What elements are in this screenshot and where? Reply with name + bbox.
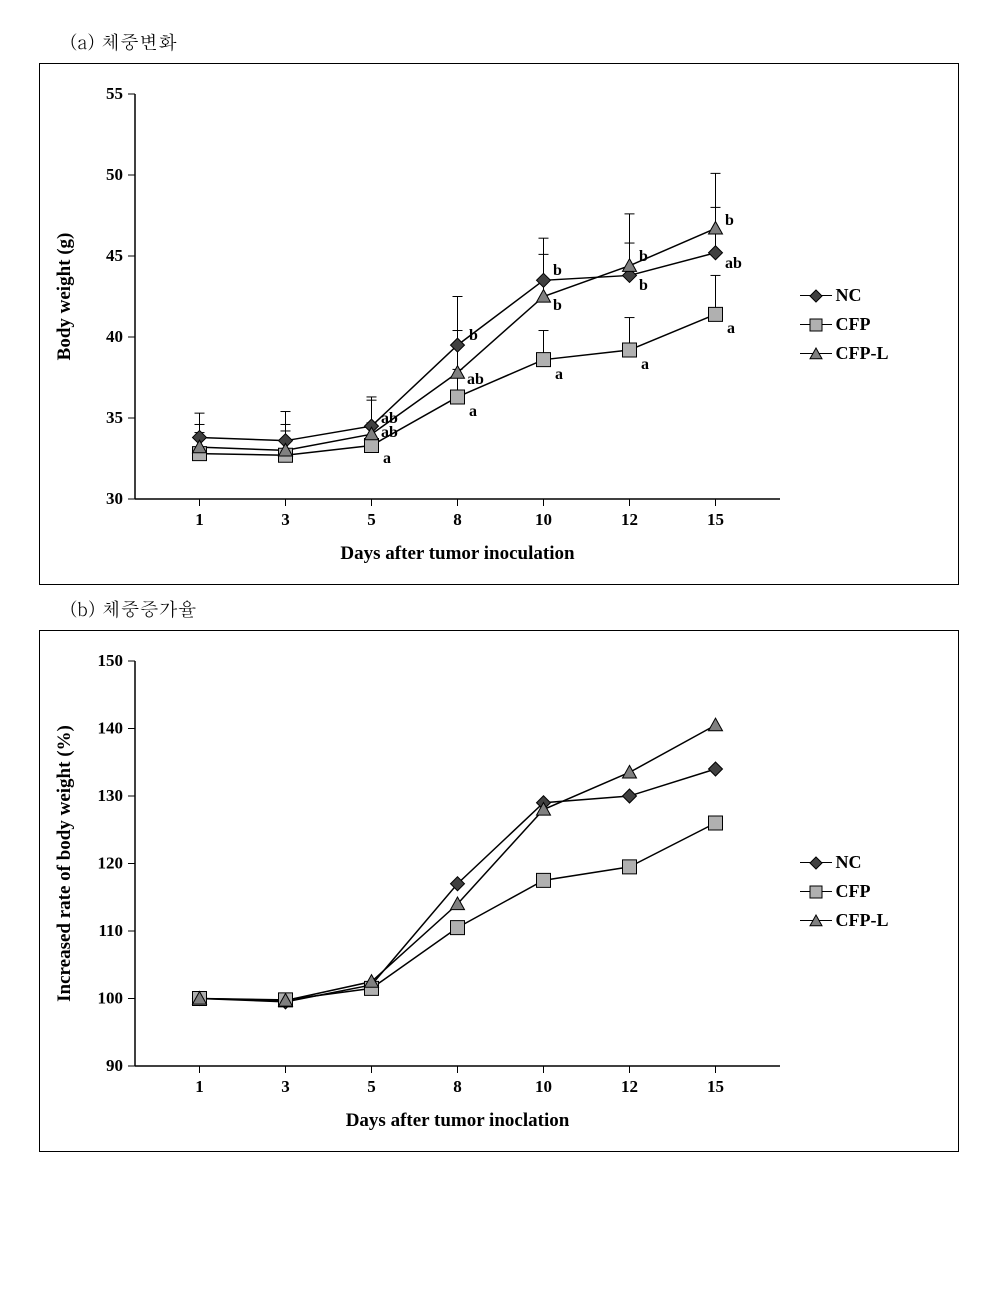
svg-text:8: 8 [453,510,462,529]
svg-text:50: 50 [106,165,123,184]
svg-text:1: 1 [195,510,204,529]
svg-text:30: 30 [106,489,123,508]
legend-label: CFP [836,881,871,902]
legend-item-cfp: CFP [800,314,940,335]
svg-text:15: 15 [707,1077,724,1096]
svg-text:90: 90 [106,1056,123,1075]
svg-text:55: 55 [106,84,123,103]
svg-text:120: 120 [97,854,123,873]
svg-text:35: 35 [106,408,123,427]
legend-label: NC [836,285,862,306]
svg-text:1: 1 [195,1077,204,1096]
svg-text:8: 8 [453,1077,462,1096]
svg-text:10: 10 [535,510,552,529]
legend-item-cfp: CFP [800,881,940,902]
legend-item-cfp-l: CFP-L [800,910,940,931]
chart-a-panel: 3035404550551358101215Body weight (g)Day… [39,63,959,585]
svg-text:150: 150 [97,651,123,670]
svg-text:10: 10 [535,1077,552,1096]
svg-text:Days after tumor inoculation: Days after tumor inoculation [340,543,575,564]
chart-a-legend: NC CFP CFP-L [800,277,940,372]
caption-b: (b) 체중증가율 [70,595,977,622]
svg-text:5: 5 [367,510,376,529]
svg-text:Increased rate of body weight: Increased rate of body weight (%) [54,725,75,1002]
svg-text:Days after tumor inoclation: Days after tumor inoclation [345,1110,569,1131]
chart-b-panel: 90 100 110 120 130 140 150 1 3 5 8 10 12 15 Increased … [39,630,959,1152]
legend-item-nc: NC [800,852,940,873]
legend-item-cfp-l: CFP-L [800,343,940,364]
svg-text:3: 3 [281,1077,290,1096]
legend-label: CFP [836,314,871,335]
svg-text:140: 140 [97,719,123,738]
chart-b-legend: NC CFP CFP-L [800,844,940,939]
svg-text:45: 45 [106,246,123,265]
legend-label: CFP-L [836,343,889,364]
svg-text:5: 5 [367,1077,376,1096]
svg-text:12: 12 [621,1077,638,1096]
chart-b-plot: 90 100 110 120 130 140 150 1 3 5 8 10 12 15 Increased … [40,631,800,1151]
svg-text:Body weight (g): Body weight (g) [54,233,75,361]
svg-text:100: 100 [97,989,123,1008]
svg-text:15: 15 [707,510,724,529]
svg-text:110: 110 [98,921,123,940]
legend-label: CFP-L [836,910,889,931]
caption-a: (a) 체중변화 [70,28,977,55]
legend-label: NC [836,852,862,873]
svg-text:12: 12 [621,510,638,529]
chart-a-plot: 3035404550551358101215Body weight (g)Day… [40,64,800,584]
legend-item-nc: NC [800,285,940,306]
svg-text:40: 40 [106,327,123,346]
svg-text:130: 130 [97,786,123,805]
svg-text:3: 3 [281,510,290,529]
